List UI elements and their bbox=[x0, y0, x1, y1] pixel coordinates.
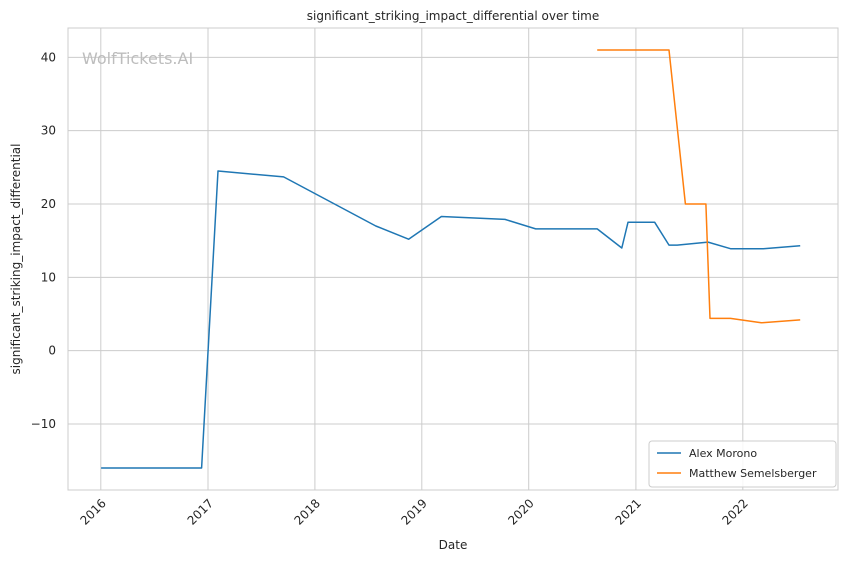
y-tick-label: 0 bbox=[48, 344, 56, 358]
y-tick-label: 40 bbox=[41, 50, 56, 64]
y-tick-label: 30 bbox=[41, 124, 56, 138]
legend-box bbox=[648, 440, 837, 488]
legend-label-alex-morono: Alex Morono bbox=[689, 447, 757, 460]
x-tick-label: 2021 bbox=[613, 496, 644, 527]
x-tick-label: 2017 bbox=[185, 496, 216, 527]
series-line-alex-morono bbox=[101, 170, 801, 469]
plot-frame bbox=[67, 27, 839, 491]
chart-title: significant_striking_impact_differential… bbox=[307, 9, 599, 23]
y-tick-label: 20 bbox=[41, 197, 56, 211]
y-tick-label: −10 bbox=[31, 417, 56, 431]
x-axis-ticks: 2016 2017 2018 2019 2020 2021 2022 bbox=[77, 496, 751, 527]
grid bbox=[68, 28, 838, 490]
x-axis-label: Date bbox=[439, 538, 468, 552]
series-lines bbox=[101, 49, 801, 469]
x-tick-label: 2020 bbox=[505, 496, 536, 527]
y-axis-label: significant_striking_impact_differential bbox=[9, 144, 23, 375]
x-tick-label: 2016 bbox=[77, 496, 108, 527]
y-axis-ticks: −10 0 10 20 30 40 bbox=[31, 50, 56, 431]
legend-label-matthew-semelsberger: Matthew Semelsberger bbox=[689, 467, 817, 480]
x-tick-label: 2022 bbox=[719, 496, 750, 527]
legend: Alex Morono Matthew Semelsberger bbox=[648, 440, 837, 488]
series-line-matthew-semelsberger bbox=[597, 49, 801, 324]
y-tick-label: 10 bbox=[41, 270, 56, 284]
x-tick-label: 2018 bbox=[292, 496, 323, 527]
watermark-text: WolfTickets.AI bbox=[82, 49, 193, 68]
x-tick-label: 2019 bbox=[398, 496, 429, 527]
